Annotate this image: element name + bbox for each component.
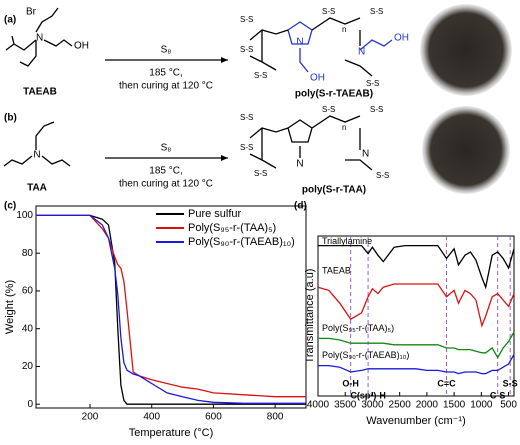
x-tick-label: 1000: [470, 400, 493, 411]
series-label: TAEAB: [322, 266, 351, 276]
reagent: S₈: [161, 143, 172, 154]
y-tick-label: 20: [22, 361, 34, 372]
legend-label: Poly(S₉₅-r-(TAA)₅): [188, 222, 276, 234]
legend-label: Poly(S₉₀-r-(TAEAB)₁₀): [188, 236, 295, 248]
product-photo: [422, 106, 510, 194]
y-tick-label: 60: [22, 286, 34, 297]
panel-label: (a): [4, 15, 16, 26]
annotation: C(sp²)-H: [350, 390, 386, 400]
annotation: C=C: [437, 378, 456, 388]
atom: OH: [394, 33, 409, 44]
bond: [249, 115, 373, 171]
annotation: C-S: [490, 390, 506, 400]
y-tick-label: 80: [22, 248, 34, 259]
data-line: [318, 244, 515, 290]
product-name: poly(S-r-TAA): [302, 185, 366, 196]
panel-label: (c): [4, 201, 16, 212]
annotation: O-H: [342, 378, 359, 388]
atom: n: [342, 123, 346, 132]
scheme-a: (a) Br N OH TAEAB S₈ 185 °C, then curing…: [4, 4, 512, 100]
y-tick-label: 40: [22, 323, 34, 334]
atom: S-S: [376, 171, 389, 180]
x-axis-label: Temperature (°C): [129, 427, 213, 439]
plot-frame: [35, 205, 307, 409]
scheme-b: (b) N TAA S₈ 185 °C, then curing at 120 …: [3, 105, 510, 196]
atom: n: [342, 25, 346, 34]
series-label: Poly(S₉₅-r-(TAA)₅): [322, 323, 394, 333]
data-line: [318, 354, 515, 375]
x-tick-label: 800: [267, 412, 284, 423]
panel-label: (d): [294, 201, 307, 212]
x-tick-label: 1500: [443, 400, 466, 411]
x-axis-label: Wavenumber (cm⁻¹): [366, 415, 466, 427]
panel-label: (b): [4, 113, 17, 124]
atom: Br: [26, 7, 37, 18]
data-line: [36, 214, 306, 398]
product-photo: [420, 4, 512, 96]
product-name: poly(S-r-TAEAB): [295, 89, 373, 100]
atom: N: [296, 37, 303, 48]
x-tick-label: 2500: [389, 400, 412, 411]
x-tick-label: 3500: [334, 400, 357, 411]
x-tick-label: 400: [143, 412, 160, 423]
condition: 185 °C,: [149, 166, 182, 177]
x-tick-label: 2000: [416, 400, 439, 411]
atom: N: [33, 150, 40, 161]
atom: N: [358, 47, 365, 58]
reagent: S₈: [161, 45, 172, 56]
data-line: [317, 283, 515, 328]
legend-label: Pure sulfur: [188, 208, 242, 220]
bond: [287, 21, 393, 73]
bond: [5, 7, 73, 67]
series-label: Triallylamine: [322, 236, 372, 246]
x-tick-label: 200: [82, 412, 99, 423]
data-line: [36, 214, 306, 404]
reactant-name: TAEAB: [23, 87, 57, 98]
bond: [3, 121, 71, 167]
atom: OH: [310, 73, 325, 84]
data-line: [318, 331, 515, 359]
x-tick-label: 500: [500, 400, 517, 411]
atom: S-S: [254, 169, 267, 178]
y-tick-label: 0: [27, 399, 33, 410]
x-tick-label: 3000: [361, 400, 384, 411]
atom: N: [362, 149, 369, 160]
condition: then curing at 120 °C: [119, 179, 213, 190]
atom: S-S: [240, 15, 253, 24]
atom: S-S: [240, 143, 253, 152]
x-tick-label: 600: [205, 412, 222, 423]
arrow-head: [221, 57, 228, 63]
bond: [249, 17, 373, 77]
atom: S-S: [240, 113, 253, 122]
atom: S-S: [322, 105, 335, 114]
data-line: [36, 214, 306, 405]
x-tick-label: 4000: [307, 400, 330, 411]
annotation: S-S: [503, 378, 518, 388]
charts: (c) 200 400 600 800 0 20 40 60 80 100 Temperature (…: [4, 201, 518, 439]
reactant-name: TAA: [27, 183, 47, 194]
arrow-head: [221, 155, 228, 161]
atom: S-S: [370, 7, 383, 16]
condition: 185 °C,: [149, 68, 182, 79]
series-label: Poly(S₉₀-r-(TAEAB)₁₀): [322, 350, 409, 360]
condition: then curing at 120 °C: [119, 81, 213, 92]
atom: OH: [74, 41, 89, 52]
atom: S-S: [322, 7, 335, 16]
y-axis-label: Transmittance (a.u): [304, 269, 316, 364]
atom: N: [36, 33, 43, 44]
atom: N: [296, 159, 303, 170]
y-axis-label: Weight (%): [4, 280, 16, 334]
y-tick-label: 100: [16, 210, 33, 221]
plot-frame: [317, 235, 515, 397]
atom: S-S: [370, 105, 383, 114]
atom: S-S: [366, 79, 379, 88]
atom: S-S: [254, 71, 267, 80]
atom: S-S: [240, 45, 253, 54]
